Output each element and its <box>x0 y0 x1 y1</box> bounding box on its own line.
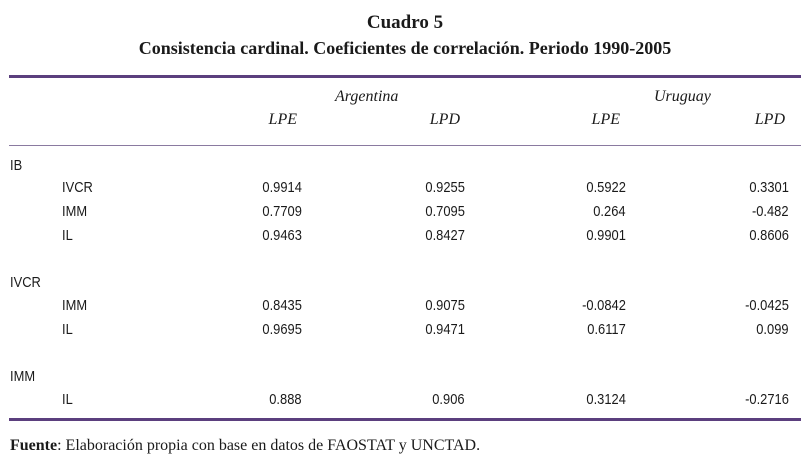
row-label: IL <box>62 227 73 244</box>
footnote-label: Fuente <box>10 437 58 454</box>
table-title: Cuadro 5 <box>366 12 444 33</box>
header-col-argentina-lpe: LPE <box>268 111 297 128</box>
row-label: IL <box>62 391 73 408</box>
cell-value: 0.264 <box>593 203 626 220</box>
cell-value: 0.9255 <box>425 179 465 196</box>
cell-value: 0.3301 <box>749 179 789 196</box>
cell-value: 0.7709 <box>262 203 302 220</box>
row-label: IMM <box>62 297 88 314</box>
header-country-uruguay: Uruguay <box>654 88 711 105</box>
cell-value: 0.8435 <box>262 297 302 314</box>
cell-value: 0.906 <box>432 391 465 408</box>
cell-value: 0.9695 <box>262 321 302 338</box>
cell-value: 0.9463 <box>262 227 302 244</box>
header-col-uruguay-lpd: LPD <box>754 111 785 128</box>
row-label: IMM <box>62 203 88 220</box>
cell-value: -0.0425 <box>745 297 789 314</box>
group-label: IB <box>10 157 23 174</box>
cell-value: 0.9914 <box>262 179 302 196</box>
header-country-argentina: Argentina <box>335 88 399 105</box>
cell-value: 0.099 <box>756 321 789 338</box>
cell-value: -0.0842 <box>582 297 626 314</box>
cell-value: 0.888 <box>269 391 302 408</box>
group-label: IVCR <box>10 274 41 291</box>
top-rule <box>9 75 801 78</box>
cell-value: 0.7095 <box>425 203 465 220</box>
footnote-text: : Elaboración propia con base en datos d… <box>57 437 481 454</box>
cell-value: 0.9075 <box>425 297 465 314</box>
cell-value: 0.9471 <box>425 321 465 338</box>
cell-value: 0.8427 <box>425 227 465 244</box>
footnote: Fuente: Elaboración propia con base en d… <box>10 436 480 456</box>
row-label: IL <box>62 321 73 338</box>
cell-value: 0.9901 <box>586 227 626 244</box>
table-subtitle: Consistencia cardinal. Coeficientes de c… <box>138 38 672 58</box>
cell-value: 0.5922 <box>586 179 626 196</box>
cell-value: -0.2716 <box>745 391 789 408</box>
bottom-rule <box>9 418 801 421</box>
group-label: IMM <box>10 368 36 385</box>
header-col-uruguay-lpe: LPE <box>591 111 620 128</box>
cell-value: 0.6117 <box>587 321 626 338</box>
header-col-argentina-lpd: LPD <box>429 111 460 128</box>
cell-value: 0.8606 <box>749 227 789 244</box>
cell-value: -0.482 <box>752 203 789 220</box>
header-rule <box>9 145 801 146</box>
row-label: IVCR <box>62 179 93 196</box>
cell-value: 0.3124 <box>586 391 626 408</box>
